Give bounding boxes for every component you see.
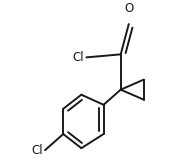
Text: Cl: Cl	[73, 51, 84, 64]
Text: O: O	[124, 2, 133, 15]
Text: Cl: Cl	[31, 144, 43, 157]
